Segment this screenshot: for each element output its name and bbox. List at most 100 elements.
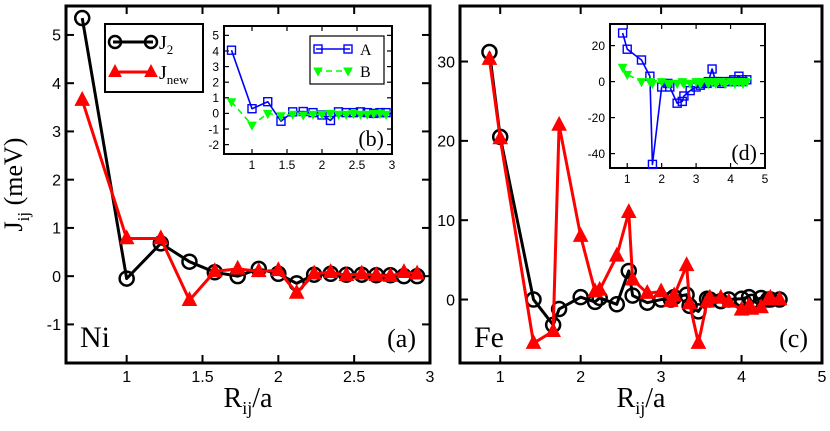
data-point [712,288,729,304]
data-point [636,55,647,65]
data-point [375,109,385,120]
data-point [74,90,91,106]
data-point [368,266,385,281]
panel-d: -40 -20 0 20 1 2 3 4 5 (d) [588,23,769,186]
y-tick-label: 30 [437,54,455,71]
data-point [382,267,399,282]
x-tick-label: 2 [576,369,585,386]
x-tick-label: 1 [624,172,631,186]
data-point [679,91,689,101]
data-point [672,98,682,108]
data-point [624,287,641,304]
data-point [685,79,696,90]
data-point [771,290,788,306]
data-point [720,292,737,308]
y-tick-label: 5 [52,28,61,45]
legend-box [309,35,385,85]
x-tick-label: 2 [274,369,283,386]
data-point [353,264,370,280]
data-point [620,203,637,219]
data-point [608,246,625,262]
x-tick-label: 2 [319,158,326,172]
data-point [572,226,589,242]
x-axis-label: Rij/a [617,383,666,418]
data-point [762,288,779,304]
data-point [741,78,752,88]
data-point [362,110,373,120]
data-point [247,104,257,114]
y-tick-label: 3 [212,60,219,74]
data-point [720,79,730,90]
series-jnew [74,90,425,307]
y-tick-label: 4 [212,44,219,58]
data-point [677,96,687,107]
data-point [396,263,412,279]
data-point [624,270,641,286]
panel-label: (b) [358,126,384,151]
x-tick-label: 3 [657,369,666,386]
data-point [492,129,509,145]
legend-label: J2 [159,32,173,57]
data-point [181,291,198,307]
data-point [681,294,698,310]
data-point [288,283,305,299]
x-tick-label: 1.5 [279,158,296,172]
data-point [525,334,542,349]
series-b [617,63,752,90]
y-axis-label: Jij (meV) [0,138,33,232]
data-point [753,298,769,314]
legend: J2 Jnew [104,23,204,93]
data-point [317,110,327,120]
data-point [181,253,198,270]
data-point [118,229,135,245]
y-tick-label: 2 [212,76,219,90]
data-point [707,64,717,74]
data-point [672,79,682,90]
data-point [666,286,682,302]
x-tick-label: 4 [727,172,734,186]
x-tick-label: 3 [693,172,700,186]
data-point [551,115,567,131]
data-point [152,229,169,245]
data-point [647,159,658,170]
data-point [481,50,498,65]
legend-marker [108,64,122,77]
legend-marker [313,44,323,54]
element-label: Fe [474,321,504,354]
data-point [617,63,628,73]
y-tick-label: 4 [52,76,61,93]
legend-marker [313,67,323,77]
x-tick-label: 5 [762,172,769,186]
y-tick-label: -2 [208,138,219,152]
y-tick-label: 2 [52,172,61,189]
data-point [229,259,246,275]
element-label: Ni [80,321,110,354]
data-point [653,282,669,298]
y-tick-label: -1 [208,122,219,136]
data-point [608,296,626,313]
y-tick-label: 20 [437,134,455,151]
y-tick-label: 20 [592,39,606,53]
legend-marker [343,67,353,77]
data-point [206,262,223,278]
data-point [287,110,298,120]
legend-box [104,23,204,93]
legend-marker [143,34,159,50]
y-tick-label: 0 [52,269,61,286]
data-point [664,79,675,90]
data-point [226,98,237,108]
y-tick-label: 1 [212,91,219,105]
x-tick-label: 1 [249,158,256,172]
y-tick-label: 1 [52,221,61,238]
y-tick-label: 0 [598,75,605,89]
panel-label: (a) [387,324,416,353]
series-b [226,98,391,131]
x-tick-label: 3 [426,369,435,386]
y-tick-label: -40 [588,147,606,161]
data-point [306,264,322,280]
data-point [647,79,658,90]
data-point [308,110,318,120]
data-point [545,322,561,338]
data-point [118,270,135,287]
